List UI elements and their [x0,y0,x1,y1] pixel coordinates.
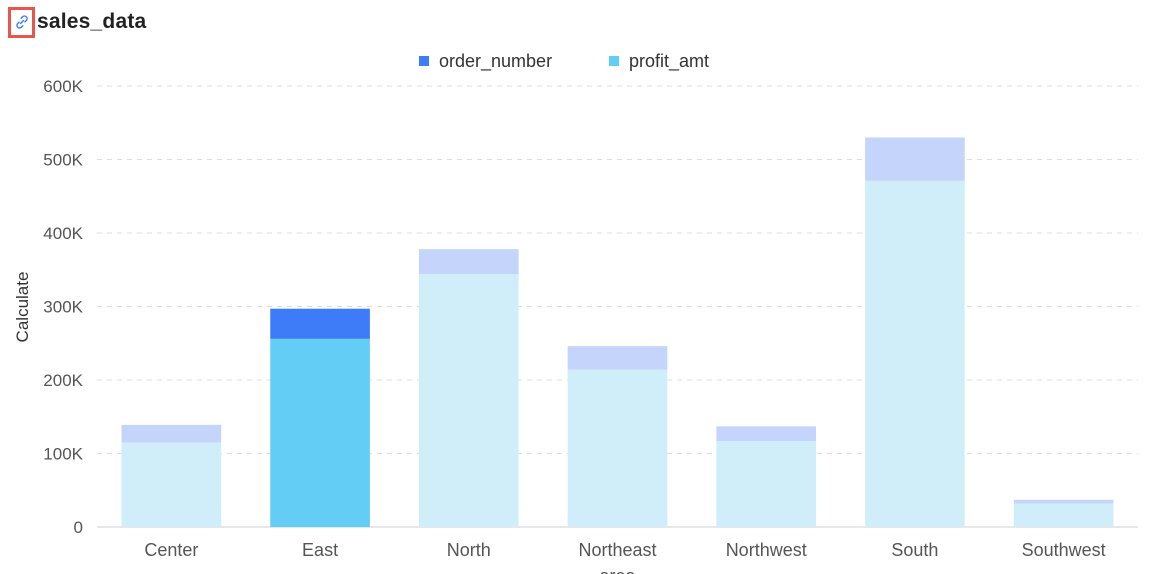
y-tick-label: 100K [43,445,83,464]
link-icon[interactable] [8,6,35,38]
y-tick-label: 500K [43,151,83,170]
bar-order-number-northwest[interactable] [716,426,817,442]
x-tick-label: Southwest [1022,540,1106,560]
y-tick-label: 300K [43,298,83,317]
bar-profit-amt-east[interactable] [270,338,370,527]
legend-label-profit-amt[interactable]: profit_amt [629,51,709,72]
bar-order-number-south[interactable] [865,137,965,181]
x-tick-label: South [891,540,938,560]
bar-profit-amt-north[interactable] [418,274,519,527]
legend-label-order-number[interactable]: order_number [439,51,552,72]
bar-order-number-southwest[interactable] [1013,499,1114,504]
bar-profit-amt-center[interactable] [121,442,222,527]
bar-order-number-north[interactable] [418,249,519,275]
x-tick-label: Northwest [726,540,807,560]
x-tick-label: North [447,540,491,560]
bar-profit-amt-southwest[interactable] [1013,503,1114,527]
chart-title: sales_data [37,10,147,33]
bar-order-number-northeast[interactable] [567,346,668,370]
x-tick-label: Northeast [578,540,656,560]
legend-swatch-order-number[interactable] [419,56,429,66]
bar-profit-amt-northeast[interactable] [567,369,668,527]
x-tick-label: Center [144,540,198,560]
x-axis-title: area [599,566,636,574]
bar-order-number-east[interactable] [270,308,370,339]
chart-header: sales_data [8,4,146,40]
bar-profit-amt-northwest[interactable] [716,441,817,527]
legend-swatch-profit-amt[interactable] [609,56,619,66]
y-tick-label: 600K [43,77,83,96]
y-tick-label: 200K [43,371,83,390]
x-tick-label: East [302,540,338,560]
y-tick-label: 0 [74,518,83,537]
y-tick-label: 400K [43,224,83,243]
link-icon-glyph [15,15,28,29]
bar-profit-amt-south[interactable] [865,180,965,527]
y-axis-title: Calculate [13,272,32,343]
bar-order-number-center[interactable] [121,424,222,443]
